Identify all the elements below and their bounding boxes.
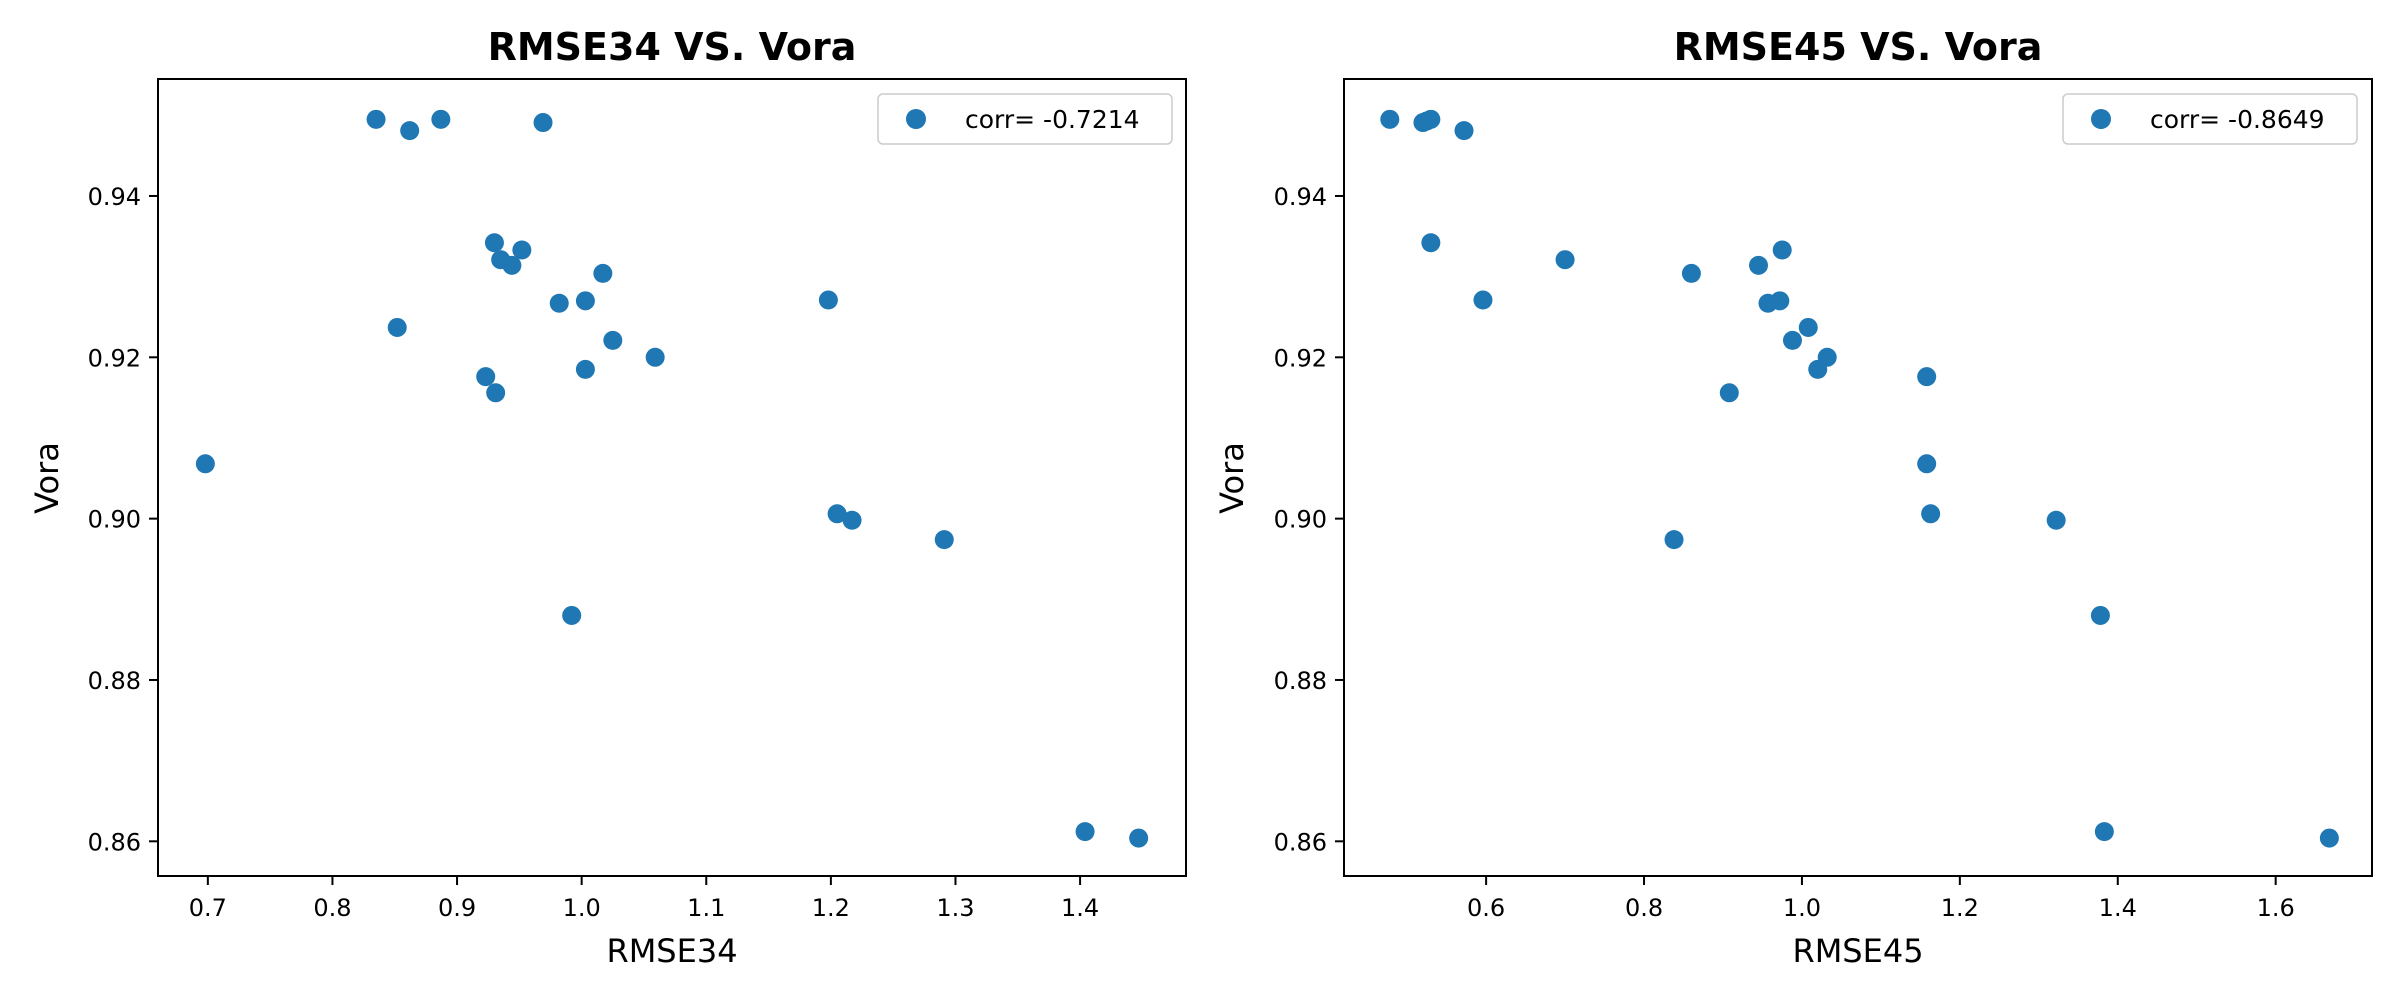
legend-box — [2062, 93, 2358, 145]
y-tick-label: 0.90 — [1274, 506, 1327, 534]
axis-ticks: 0.6 0.8 1.0 1.2 1.4 1.6 0.86 0.88 0.90 0.92 0.94 — [1274, 183, 2295, 922]
x-tick-label: 1.1 — [687, 894, 725, 922]
chart-title: RMSE34 VS. Vora — [488, 25, 857, 69]
chart-title: RMSE45 VS. Vora — [1674, 25, 2043, 69]
x-tick-label: 1.3 — [936, 894, 974, 922]
x-tick-label: 0.9 — [438, 894, 476, 922]
scatter-points — [1380, 109, 2339, 848]
x-tick-label: 1.4 — [2099, 894, 2137, 922]
legend-label: corr= -0.7214 — [965, 105, 1140, 134]
legend: corr= -0.7214 — [877, 93, 1173, 145]
scatter-point — [366, 109, 386, 129]
y-tick-label: 0.86 — [88, 828, 141, 856]
x-tick-label: 1.0 — [563, 894, 601, 922]
scatter-point — [575, 359, 595, 379]
scatter-point — [2090, 605, 2110, 625]
x-tick-label: 1.2 — [1941, 894, 1979, 922]
scatter-point — [512, 240, 532, 260]
scatter-point — [1917, 367, 1937, 387]
y-tick-label: 0.92 — [88, 344, 141, 372]
subplot-rmse34: RMSE34 VS. Vora RMSE34 Vora 0.7 0.8 0.9 1.0… — [28, 25, 1187, 970]
scatter-point — [1772, 240, 1792, 260]
scatter-point — [549, 293, 569, 313]
scatter-point — [2319, 828, 2339, 848]
y-tick-label: 0.88 — [1274, 667, 1327, 695]
scatter-point — [484, 233, 504, 253]
scatter-point — [934, 530, 954, 550]
scatter-point — [431, 109, 451, 129]
scatter-point — [562, 605, 582, 625]
legend-marker — [906, 109, 926, 129]
plot-frame — [157, 78, 1187, 877]
scatter-point — [1421, 233, 1441, 253]
scatter-point — [645, 347, 665, 367]
scatter-points — [195, 109, 1149, 848]
x-axis-label: RMSE45 — [1792, 932, 1923, 970]
scatter-point — [486, 383, 506, 403]
plot-frame — [1343, 78, 2373, 877]
x-axis-label: RMSE34 — [606, 932, 737, 970]
x-tick-label: 0.7 — [189, 894, 227, 922]
scatter-point — [1921, 504, 1941, 524]
x-tick-label: 0.6 — [1467, 894, 1505, 922]
scatter-point — [400, 121, 420, 141]
y-tick-label: 0.86 — [1274, 828, 1327, 856]
axis-ticks: 0.7 0.8 0.9 1.0 1.1 1.2 1.3 1.4 0.86 0.88 0.90 0.92… — [88, 183, 1100, 922]
scatter-point — [1770, 291, 1790, 311]
legend-marker — [2091, 109, 2111, 129]
x-tick-label: 0.8 — [1625, 894, 1663, 922]
scatter-point — [1473, 290, 1493, 310]
x-tick-label: 1.0 — [1783, 894, 1821, 922]
legend-box — [877, 93, 1173, 145]
scatter-point — [827, 504, 847, 524]
scatter-point — [1917, 454, 1937, 474]
scatter-point — [575, 291, 595, 311]
y-tick-label: 0.88 — [88, 667, 141, 695]
scatter-point — [1719, 383, 1739, 403]
y-tick-label: 0.90 — [88, 506, 141, 534]
scatter-point — [1421, 109, 1441, 129]
y-axis-label: Vora — [1213, 442, 1251, 514]
scatter-point — [593, 263, 613, 283]
scatter-point — [1782, 330, 1802, 350]
scatter-point — [195, 454, 215, 474]
y-axis-label: Vora — [28, 442, 66, 514]
scatter-point — [1454, 121, 1474, 141]
scatter-point — [476, 367, 496, 387]
scatter-point — [1749, 255, 1769, 275]
y-tick-label: 0.94 — [1274, 183, 1327, 211]
scatter-point — [2094, 822, 2114, 842]
scatter-point — [818, 290, 838, 310]
legend-label: corr= -0.8649 — [2150, 105, 2325, 134]
legend: corr= -0.8649 — [2062, 93, 2358, 145]
scatter-point — [502, 255, 522, 275]
x-tick-label: 1.2 — [812, 894, 850, 922]
scatter-point — [1555, 250, 1575, 270]
scatter-point — [1798, 317, 1818, 337]
scatter-point — [1380, 109, 1400, 129]
scatter-point — [1075, 822, 1095, 842]
scatter-point — [1129, 828, 1149, 848]
scatter-point — [387, 317, 407, 337]
scatter-point — [533, 113, 553, 133]
x-tick-label: 0.8 — [313, 894, 351, 922]
y-tick-label: 0.92 — [1274, 344, 1327, 372]
scatter-point — [2046, 510, 2066, 530]
x-tick-label: 1.4 — [1061, 894, 1099, 922]
scatter-point — [1681, 263, 1701, 283]
y-tick-label: 0.94 — [88, 183, 141, 211]
scatter-point — [842, 510, 862, 530]
subplot-rmse45: RMSE45 VS. Vora RMSE45 Vora 0.6 0.8 1.0 1.2… — [1213, 25, 2373, 970]
x-tick-label: 1.6 — [2257, 894, 2295, 922]
scatter-point — [1664, 530, 1684, 550]
scatter-point — [1808, 359, 1828, 379]
scatter-point — [603, 330, 623, 350]
